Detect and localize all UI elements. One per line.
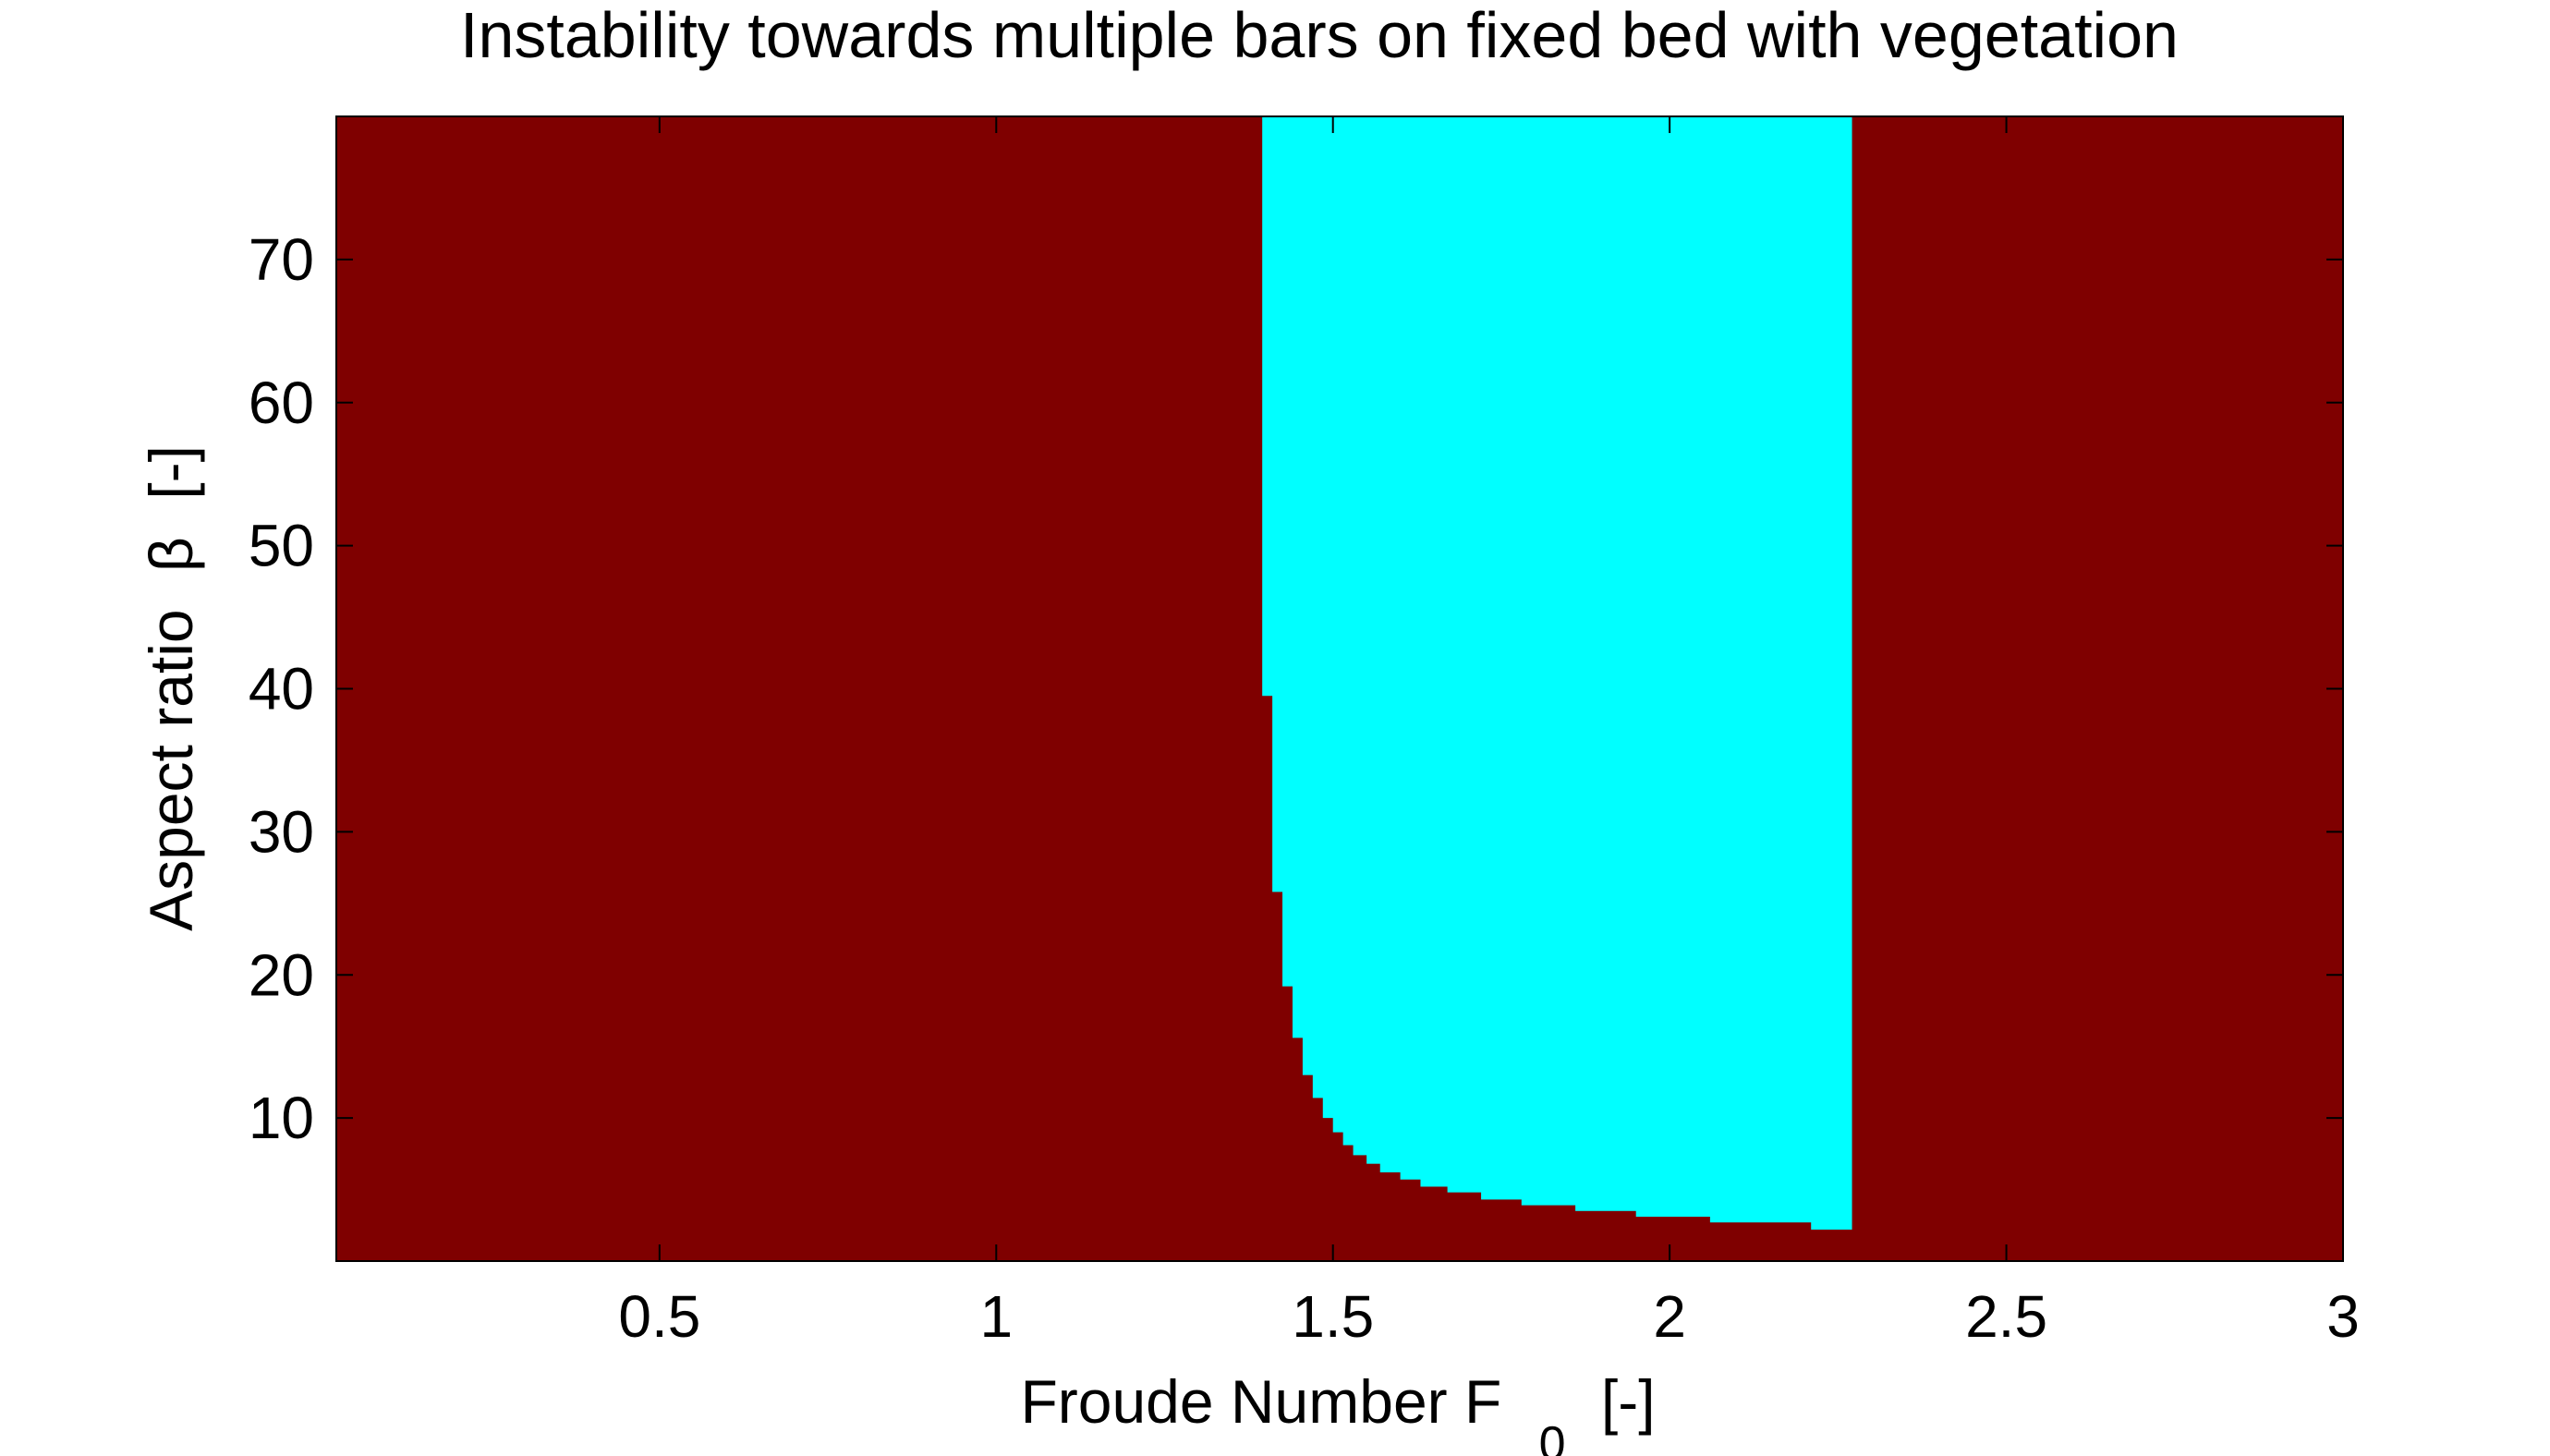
unstable-column-16 <box>1521 116 1576 1206</box>
y-tick-label: 10 <box>249 1085 314 1151</box>
unstable-column-5 <box>1312 116 1324 1098</box>
unstable-column-7 <box>1332 116 1344 1133</box>
unstable-column-17 <box>1575 116 1637 1211</box>
x-tick-label: 3 <box>2326 1283 2360 1350</box>
unstable-column-0 <box>1262 116 1273 697</box>
x-tick-label: 1 <box>979 1283 1013 1350</box>
unstable-column-19 <box>1709 116 1812 1223</box>
chart-title: Instability towards multiple bars on fix… <box>460 0 2179 71</box>
unstable-column-6 <box>1322 116 1334 1119</box>
y-axis-label-unit: [-] <box>137 445 205 500</box>
y-axis-ticks: 10 20 30 40 50 60 70 <box>249 226 2343 1151</box>
y-axis-label-main: Aspect ratio <box>137 609 205 931</box>
x-tick-label: 2 <box>1653 1283 1686 1350</box>
y-tick-label: 20 <box>249 941 314 1008</box>
unstable-column-20 <box>1811 116 1852 1230</box>
y-tick-label: 70 <box>249 226 314 293</box>
x-tick-label: 0.5 <box>618 1283 700 1350</box>
unstable-column-10 <box>1366 116 1381 1164</box>
y-axis-label-symbol: β <box>137 537 205 572</box>
unstable-column-11 <box>1379 116 1402 1172</box>
plot-area <box>335 115 2344 1262</box>
unstable-column-9 <box>1353 116 1367 1156</box>
unstable-column-3 <box>1292 116 1304 1038</box>
y-tick-label: 60 <box>249 370 314 436</box>
x-tick-label: 1.5 <box>1292 1283 1374 1350</box>
unstable-column-1 <box>1272 116 1283 892</box>
x-axis-label: Froude Number F 0 [-] <box>1020 1367 1655 1456</box>
unstable-column-12 <box>1400 116 1422 1180</box>
x-axis-label-main: Froude Number F <box>1020 1367 1501 1436</box>
y-tick-label: 30 <box>249 798 314 865</box>
unstable-column-14 <box>1447 116 1482 1193</box>
unstable-column-4 <box>1302 116 1314 1075</box>
unstable-column-18 <box>1635 116 1711 1217</box>
x-axis-ticks: 0.5 1 1.5 2 2.5 3 <box>618 116 2360 1350</box>
y-axis-label: Aspect ratio β [-] <box>137 445 205 931</box>
y-tick-label: 40 <box>249 656 314 722</box>
unstable-column-8 <box>1342 116 1354 1146</box>
x-tick-label: 2.5 <box>1965 1283 2047 1350</box>
x-axis-label-unit: [-] <box>1601 1367 1656 1436</box>
x-axis-label-subscript: 0 <box>1539 1417 1566 1456</box>
y-tick-label: 50 <box>249 513 314 579</box>
unstable-column-13 <box>1420 116 1449 1187</box>
unstable-column-2 <box>1282 116 1293 987</box>
unstable-region <box>1262 116 1852 1230</box>
unstable-column-15 <box>1481 116 1523 1200</box>
